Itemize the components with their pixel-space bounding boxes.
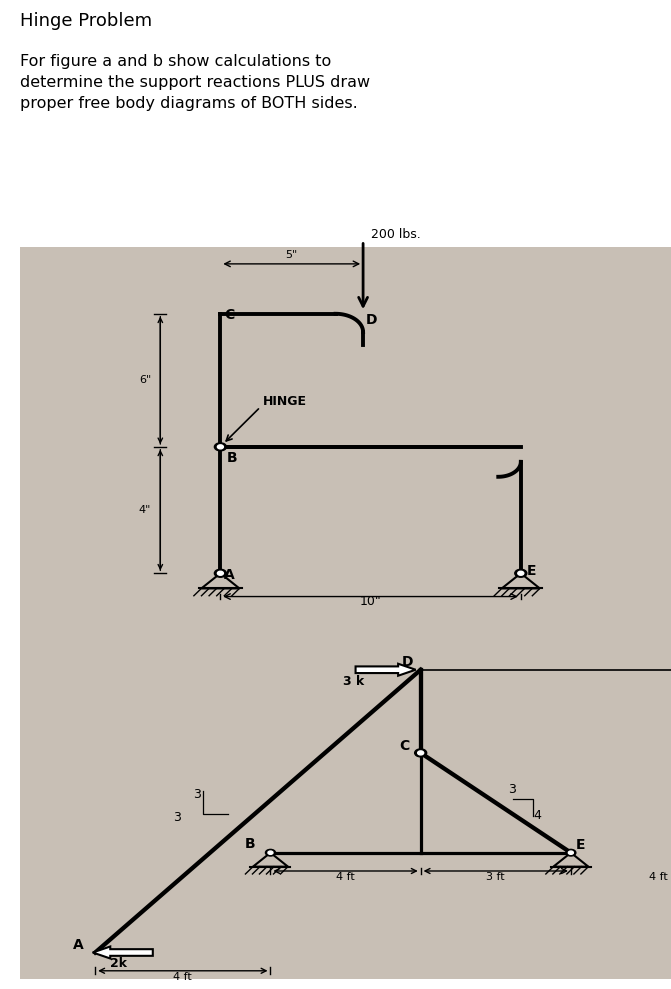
Circle shape [217,445,223,449]
Text: E: E [576,839,585,853]
Text: 4": 4" [139,505,151,515]
Text: 3: 3 [173,811,180,824]
Text: A: A [72,939,83,952]
Text: 3 k: 3 k [343,674,364,687]
Text: C: C [224,308,235,321]
Text: 4 ft: 4 ft [649,872,668,882]
Text: 3: 3 [193,788,201,801]
Text: E: E [527,564,536,578]
Circle shape [415,749,427,757]
Text: B: B [244,837,255,851]
Text: D: D [402,655,413,669]
Text: 5": 5" [286,250,298,260]
Circle shape [266,850,276,856]
Circle shape [215,570,226,578]
Text: 3: 3 [509,783,516,796]
Text: 200 lbs.: 200 lbs. [370,227,420,240]
Text: 6": 6" [139,375,151,386]
Text: B: B [226,451,237,465]
Text: HINGE: HINGE [263,396,307,408]
Text: 3 ft: 3 ft [486,872,505,882]
Text: 4 ft: 4 ft [336,872,355,882]
Text: For figure a and b show calculations to
determine the support reactions PLUS dra: For figure a and b show calculations to … [20,54,370,112]
Circle shape [217,572,223,576]
Text: 4 ft: 4 ft [174,972,192,982]
Text: 10": 10" [360,594,382,608]
Text: C: C [400,739,410,753]
Circle shape [518,572,524,576]
Circle shape [568,851,573,854]
Circle shape [515,570,527,578]
FancyArrow shape [356,664,415,675]
Circle shape [566,850,576,856]
Text: D: D [366,313,377,326]
Text: 4: 4 [533,809,541,823]
Circle shape [268,851,273,854]
Text: A: A [224,569,235,583]
Text: 2k: 2k [110,957,127,970]
Circle shape [215,443,226,451]
Text: Hinge Problem: Hinge Problem [20,12,152,31]
FancyArrow shape [93,946,153,958]
Circle shape [417,751,423,755]
